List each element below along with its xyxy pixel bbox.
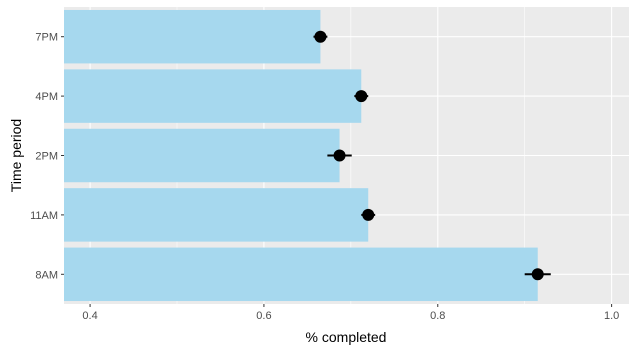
- data-point: [355, 90, 368, 103]
- x-tick-label: 0.8: [430, 310, 445, 322]
- points: [314, 30, 544, 281]
- data-point: [531, 268, 544, 281]
- y-tick-label: 8AM: [35, 269, 58, 281]
- bar: [64, 69, 362, 123]
- y-tick-label: 11AM: [30, 210, 58, 222]
- data-point: [362, 208, 375, 221]
- x-tick-label: 1.0: [604, 310, 619, 322]
- x-tick-label: 0.6: [256, 310, 271, 322]
- bar: [64, 188, 369, 242]
- x-axis-ticks: 0.4 0.6 0.8 1.0: [82, 304, 619, 322]
- bar: [64, 247, 538, 302]
- data-point: [333, 149, 346, 162]
- bars: [64, 9, 538, 302]
- y-tick-label: 7PM: [35, 32, 58, 44]
- x-tick-label: 0.4: [82, 310, 97, 322]
- bar: [64, 9, 321, 64]
- y-axis-ticks: 8AM 11AM 2PM 4PM 7PM: [30, 32, 64, 281]
- data-point: [314, 30, 327, 43]
- y-axis-title: Time period: [8, 119, 24, 192]
- y-tick-label: 2PM: [35, 151, 58, 163]
- y-tick-label: 4PM: [35, 91, 58, 103]
- x-axis-title: % completed: [306, 329, 387, 345]
- bar: [64, 128, 340, 183]
